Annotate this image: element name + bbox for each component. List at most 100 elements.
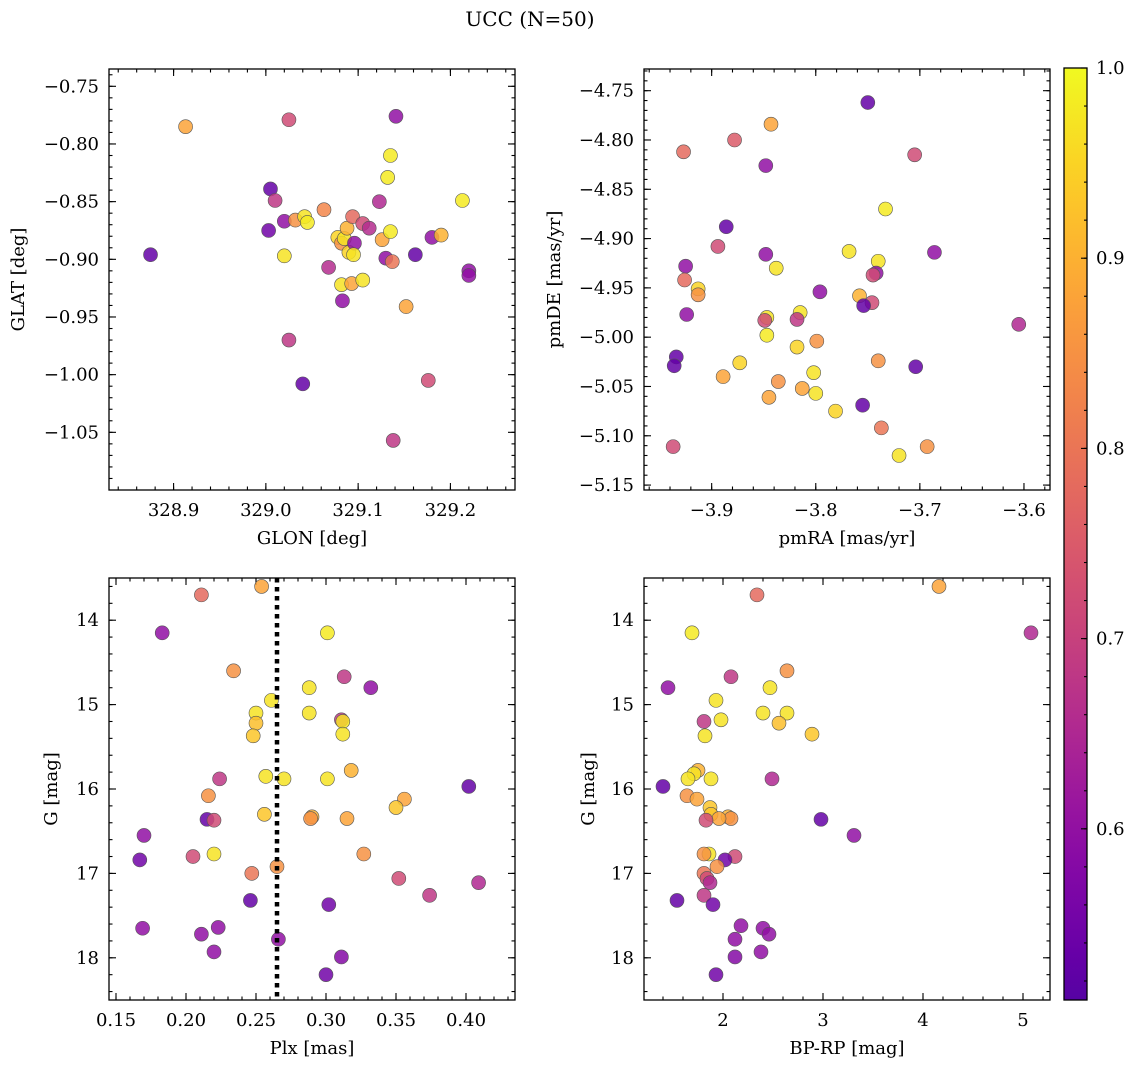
data-point [261,223,276,238]
data-point [665,439,681,454]
y-tick-label: −4.90 [579,229,634,250]
data-point [678,258,693,274]
data-point [713,712,729,728]
x-axis-label: GLON [deg] [257,528,367,549]
data-point [136,828,152,843]
figure-title: UCC (N=50) [465,7,594,31]
data-point [709,859,725,874]
y-tick-label: −1.05 [44,422,99,443]
points-layer [665,95,1027,463]
data-point [384,254,400,269]
x-tick-label: −3.6 [1002,500,1046,521]
data-point [758,247,774,262]
panel-3: 0.15 0.20 0.25 0.30 0.35 0.40 14 15 16 17 18 Plx [m… [41,577,516,1059]
data-point [771,715,787,731]
data-point [243,893,258,908]
data-point [461,779,477,794]
data-point [321,260,336,275]
data-point [346,247,361,263]
data-point [320,625,335,641]
x-tick-label: 0.15 [96,1010,136,1031]
y-tick-label: −0.95 [44,307,99,328]
data-point [705,897,721,912]
data-point [226,663,241,679]
data-point [768,260,784,276]
x-tick-label: 328.9 [148,500,200,521]
data-point [254,579,269,594]
data-point [277,248,292,264]
data-point [355,272,371,288]
data-point [316,202,332,218]
data-point [809,333,825,349]
y-tick-label: −4.95 [579,278,634,299]
data-point [813,812,829,827]
y-tick-label: −4.75 [579,81,634,102]
data-point [690,287,706,303]
x-tick-label: 329.0 [240,500,292,521]
y-tick-label: −4.85 [579,179,634,200]
data-point [846,828,862,843]
data-point [388,108,404,124]
data-point [806,365,821,380]
data-point [755,705,771,721]
y-tick-label: −0.85 [44,192,99,213]
data-point [908,359,924,375]
y-axis-label: pmDE [mas/yr] [544,211,565,349]
panel-2: −3.9 −3.8 −3.7 −3.6 −4.75 −4.80 −4.85 −4.90 −4.9… [544,68,1051,549]
data-point [865,267,881,283]
points-layer [655,579,1039,982]
data-point [422,888,437,903]
data-point [753,944,769,960]
data-point [212,771,227,787]
data-point [666,358,682,374]
data-point [804,726,820,742]
data-point [855,397,870,413]
data-point [727,132,742,148]
data-point [372,194,387,209]
data-point [132,852,148,868]
data-point [669,893,685,908]
data-point [345,209,360,224]
data-point [860,95,876,110]
data-point [698,812,714,828]
data-point [363,680,379,696]
data-point [336,669,352,685]
data-point [732,355,748,371]
data-point [697,728,713,744]
data-point [1011,317,1027,332]
data-point [385,433,401,448]
data-point [708,967,724,982]
y-axis-label: GLAT [deg] [8,228,29,332]
data-point [718,219,734,235]
x-tick-label: 4 [917,1010,928,1031]
data-point [696,846,712,862]
panel-1: 328.9 329.0 329.1 329.2 −0.75 −0.80 −0.85 −0.90… [8,68,516,549]
data-point [927,245,942,260]
y-tick-label: 16 [611,779,634,800]
data-point [812,284,828,300]
data-point [689,791,705,807]
data-point [461,268,477,283]
data-point [763,116,779,132]
data-point [210,920,226,935]
data-point [828,403,843,419]
data-point [758,158,774,173]
data-point [708,693,724,708]
data-point [733,918,749,934]
plot-frame [643,577,1051,1001]
y-tick-label: −4.80 [579,130,634,151]
data-point [244,866,260,881]
colorbar-tick-label: 0.9 [1096,248,1125,269]
x-tick-label: 329.1 [332,500,384,521]
x-axis-label: pmRA [mas/yr] [779,528,916,549]
data-point [660,680,676,696]
data-point [178,119,193,134]
data-point [680,771,696,787]
data-point [335,726,351,742]
x-axis-label: BP-RP [mag] [789,1038,904,1059]
colorbar-tick-label: 0.7 [1096,629,1125,650]
x-tick-label: 2 [717,1010,728,1031]
data-point [696,714,712,729]
data-point [1023,625,1039,641]
